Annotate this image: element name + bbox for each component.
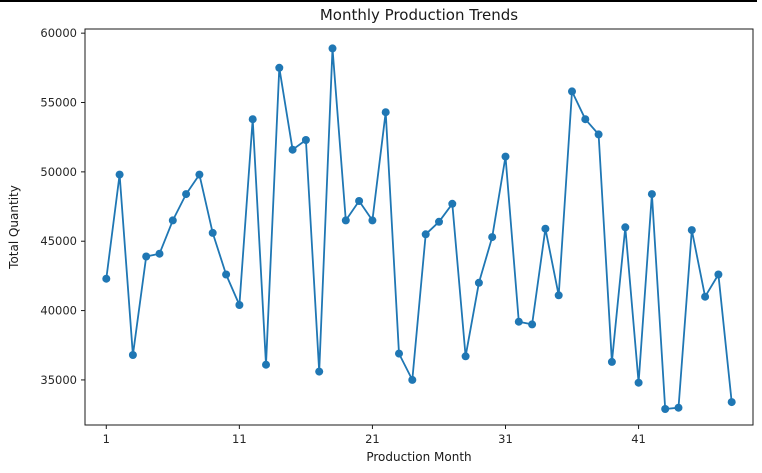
- data-point: [248, 115, 257, 124]
- y-tick-label: 50000: [40, 165, 77, 179]
- data-point: [421, 230, 430, 239]
- data-point: [461, 352, 470, 361]
- data-point: [514, 317, 523, 326]
- x-tick-label: 21: [365, 432, 380, 446]
- data-point: [102, 274, 111, 283]
- data-point: [408, 375, 417, 384]
- y-tick-label: 60000: [40, 26, 77, 40]
- data-point: [195, 170, 204, 179]
- data-point: [634, 378, 643, 387]
- y-tick-label: 55000: [40, 96, 77, 110]
- data-point: [235, 301, 244, 309]
- data-point: [182, 190, 191, 199]
- data-point: [687, 226, 696, 235]
- x-tick-label: 11: [232, 432, 247, 446]
- data-point: [594, 130, 603, 139]
- data-point: [435, 217, 443, 226]
- data-point: [262, 360, 270, 369]
- x-tick-label: 41: [631, 432, 646, 446]
- data-point: [208, 228, 217, 237]
- data-point: [474, 278, 483, 287]
- data-point: [142, 252, 151, 261]
- data-point: [501, 152, 510, 161]
- data-point: [315, 367, 324, 376]
- y-tick-label: 40000: [40, 304, 77, 318]
- data-point: [674, 403, 683, 412]
- data-point: [275, 63, 284, 72]
- data-point: [381, 108, 390, 117]
- data-point: [115, 170, 124, 179]
- data-point: [288, 145, 297, 154]
- window-top-border: [0, 0, 757, 2]
- data-point: [647, 190, 656, 199]
- data-point: [488, 233, 497, 242]
- data-point: [355, 197, 364, 205]
- y-tick-label: 45000: [40, 234, 77, 248]
- data-point: [607, 357, 616, 366]
- data-point: [568, 87, 576, 96]
- data-point: [222, 270, 231, 279]
- data-point: [727, 398, 736, 407]
- x-tick-label: 1: [103, 432, 110, 446]
- data-point: [701, 292, 710, 301]
- data-point: [714, 270, 723, 279]
- data-point: [554, 291, 563, 300]
- data-point: [155, 249, 164, 258]
- data-point: [128, 351, 137, 359]
- x-axis-label: Production Month: [366, 450, 472, 464]
- data-point: [621, 223, 630, 232]
- plot-background: [85, 29, 753, 425]
- x-tick-label: 31: [498, 432, 513, 446]
- data-line: [105, 47, 733, 410]
- data-point: [448, 199, 457, 208]
- data-point: [528, 320, 537, 329]
- chart-title: Monthly Production Trends: [319, 6, 519, 24]
- data-point: [541, 224, 550, 233]
- data-point: [301, 136, 310, 144]
- y-tick-label: 35000: [40, 373, 77, 387]
- data-point: [581, 115, 590, 124]
- data-point: [395, 349, 403, 358]
- data-point: [661, 405, 670, 413]
- data-point: [368, 216, 377, 225]
- data-point: [168, 216, 177, 225]
- data-point: [328, 44, 337, 53]
- data-point: [341, 216, 350, 225]
- axes-frame: [84, 28, 754, 426]
